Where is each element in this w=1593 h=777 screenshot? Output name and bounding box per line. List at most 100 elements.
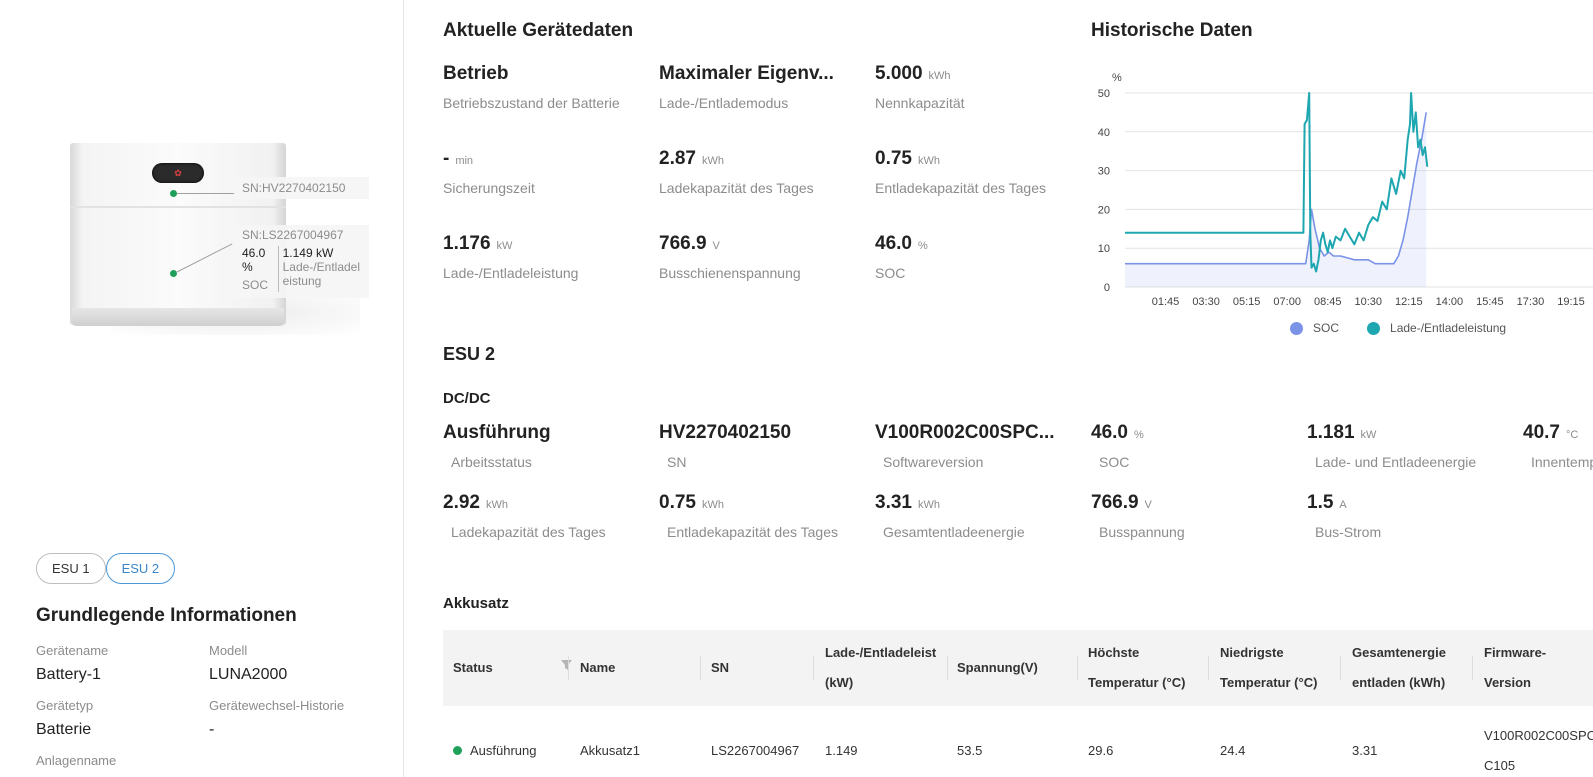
metric-unit: V	[1144, 499, 1152, 511]
cell-min-temp: 24.4	[1220, 743, 1246, 758]
hv-sn-tag: SN:HV2270402150	[234, 177, 369, 199]
cell-name: Akkusatz1	[580, 743, 640, 758]
col-header-label: Gesamtenergie	[1352, 645, 1446, 660]
metric-value: 1.176	[443, 233, 491, 254]
col-separator	[700, 656, 701, 680]
pack-table-title: Akkusatz	[443, 595, 509, 612]
legend-dot-power	[1367, 321, 1381, 335]
battery-divider	[70, 206, 286, 208]
esu-metric-internal-temp: 40.7 °C Innentemp	[1523, 422, 1593, 470]
metric-label: SN	[667, 454, 687, 470]
table-header-row: Status Name SN Lade-/Entladeleist (kW) Sp…	[443, 630, 1593, 706]
info-item-replacement-history: Gerätewechsel-Historie -	[209, 698, 344, 739]
table-row: Ausführung Akkusatz1 LS2267004967 1.149 …	[443, 706, 1593, 777]
power-series-line	[1125, 92, 1429, 273]
info-label: Gerätetyp	[36, 698, 94, 713]
col-separator	[947, 656, 948, 680]
metric-label: Entladekapazität des Tages	[667, 524, 838, 540]
metric-bus-voltage: 766.9 V Busschienenspannung	[659, 233, 864, 281]
metric-label: Softwareversion	[883, 454, 984, 470]
cell-status: Ausführung	[453, 736, 537, 766]
metric-label: Ladekapazität des Tages	[659, 180, 814, 196]
metric-unit: V	[712, 240, 720, 252]
x-tick-label: 19:15	[1557, 296, 1585, 308]
firmware-line2: C105	[1484, 758, 1516, 773]
col-separator	[1208, 656, 1209, 680]
x-tick-label: 01:45	[1152, 296, 1180, 308]
pack-table: Status Name SN Lade-/Entladeleist (kW) Sp…	[443, 630, 1593, 777]
col-header-status[interactable]: Status	[453, 630, 572, 706]
legend-item-power[interactable]: Lade-/Entladeleistung	[1367, 321, 1506, 335]
metric-label: Entladekapazität des Tages	[875, 180, 1046, 196]
metric-value: 766.9	[1091, 492, 1139, 513]
x-tick-label: 05:15	[1233, 296, 1261, 308]
y-tick-label: 0	[1104, 282, 1110, 294]
metric-label: Nennkapazität	[875, 95, 965, 111]
status-text: Ausführung	[470, 743, 537, 758]
col-header-label: Name	[580, 660, 616, 675]
history-chart[interactable]: % 0 10 20 30 40 50 01:45 03:30 05:15 07:00 08:45 10:…	[1080, 68, 1593, 348]
metric-value: HV2270402150	[659, 422, 792, 443]
metric-soc: 46.0% SOC	[875, 233, 1080, 281]
metric-unit: A	[1339, 499, 1347, 511]
col-header-label: Status	[453, 660, 493, 675]
chart-legend: SOC Lade-/Entladeleistung	[1290, 321, 1534, 335]
y-axis-unit: %	[1112, 72, 1122, 84]
col-separator	[1077, 656, 1078, 680]
battery-base	[72, 308, 284, 326]
filter-icon[interactable]	[561, 660, 572, 670]
metric-value: Ausführung	[443, 422, 551, 443]
info-label: Modell	[209, 643, 248, 658]
metric-value: 5.000	[875, 63, 923, 84]
metric-backup-time: - min Sicherungszeit	[443, 148, 648, 196]
esu-tab-group: ESU 1 ESU 2	[36, 553, 176, 584]
metric-label: SOC	[1099, 454, 1130, 470]
metric-value: Maximaler Eigenv...	[659, 63, 834, 84]
metric-label: Bus-Strom	[1315, 524, 1382, 540]
metric-value: 0.75	[659, 492, 696, 513]
ls-sn-text: SN:LS2267004967	[242, 228, 344, 242]
metric-unit: kWh	[701, 499, 724, 511]
esu2-tab[interactable]: ESU 2	[105, 553, 176, 584]
metric-charge-power: 1.176 kW Lade-/Entladeleistung	[443, 233, 648, 281]
metric-operation-state: Betrieb Betriebszustand der Batterie	[443, 63, 648, 111]
ls-power-value: 1.149 kW	[282, 246, 334, 260]
metric-daily-charge: 2.87 kWh Ladekapazität des Tages	[659, 148, 864, 196]
esu-metric-charge-energy: 1.181 kW Lade- und Entladeenergie	[1307, 422, 1512, 470]
dcdc-subtitle: DC/DC	[443, 390, 491, 407]
status-dot-icon	[453, 746, 462, 755]
left-panel: ✿ SN:HV2270402150 SN:LS2267004967 46.0 %…	[0, 0, 404, 777]
col-header-power: Lade-/Entladeleist (kW)	[825, 630, 947, 706]
cell-sn: LS2267004967	[711, 743, 800, 758]
esu1-tab[interactable]: ESU 1	[36, 553, 106, 584]
metric-value: V100R002C00SPC...	[875, 422, 1055, 443]
col-separator	[813, 656, 814, 680]
y-tick-label: 10	[1098, 243, 1110, 255]
esu-metric-daily-charge: 2.92 kWh Ladekapazität des Tages	[443, 492, 648, 540]
metric-unit: %	[917, 240, 928, 252]
metric-label: Ladekapazität des Tages	[451, 524, 606, 540]
metric-rated-capacity: 5.000 kWh Nennkapazität	[875, 63, 1080, 111]
col-header-label: Höchste	[1088, 645, 1140, 660]
cell-voltage: 53.5	[957, 743, 983, 758]
cell-power: 1.149	[825, 743, 858, 758]
col-header-min-temp: Niedrigste Temperatur (°C)	[1220, 630, 1340, 706]
basic-info-title: Grundlegende Informationen	[36, 605, 297, 626]
col-header-label: Lade-/Entladeleist	[825, 645, 937, 660]
info-label: Gerätewechsel-Historie	[209, 698, 345, 713]
soc-area	[1125, 112, 1427, 288]
cell-discharged: 3.31	[1352, 743, 1378, 758]
col-separator	[1340, 656, 1341, 680]
col-header-label: Spannung(V)	[957, 660, 1038, 675]
legend-item-soc[interactable]: SOC	[1290, 321, 1339, 335]
y-tick-label: 40	[1098, 127, 1110, 139]
metric-unit: kWh	[701, 155, 724, 167]
ls-power-label-line1: Lade-/Entladel	[282, 260, 360, 274]
metric-value: 1.5	[1307, 492, 1334, 513]
col-header-label: Temperatur (°C)	[1088, 675, 1186, 690]
esu-metric-work-status: Ausführung Arbeitsstatus	[443, 422, 648, 470]
info-label: Anlagenname	[36, 753, 117, 768]
metric-value: 3.31	[875, 492, 912, 513]
info-value: LUNA2000	[209, 666, 288, 683]
info-label: Gerätename	[36, 643, 109, 658]
